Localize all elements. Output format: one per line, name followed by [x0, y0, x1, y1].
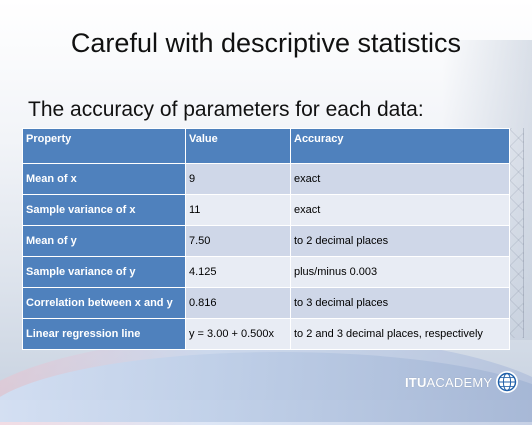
cell-accuracy: to 3 decimal places — [290, 287, 510, 319]
table-row: Sample variance of y 4.125 plus/minus 0.… — [22, 256, 510, 288]
cell-property: Correlation between x and y — [22, 287, 186, 319]
cell-value: 9 — [185, 163, 291, 195]
cell-accuracy: to 2 and 3 decimal places, respectively — [290, 318, 510, 350]
slide-subtitle: The accuracy of parameters for each data… — [28, 98, 424, 121]
cell-property: Mean of y — [22, 225, 186, 257]
itu-academy-logo: ITUACADEMY — [405, 370, 519, 394]
logo-text: ITUACADEMY — [405, 375, 492, 390]
cell-accuracy: plus/minus 0.003 — [290, 256, 510, 288]
cell-value: y = 3.00 + 0.500x — [185, 318, 291, 350]
header-property: Property — [22, 128, 186, 164]
cell-value: 11 — [185, 194, 291, 226]
cell-accuracy: exact — [290, 163, 510, 195]
itu-globe-icon — [496, 371, 519, 393]
table-header-row: Property Value Accuracy — [22, 128, 510, 164]
header-value: Value — [185, 128, 291, 164]
logo-text-rest: ACADEMY — [426, 374, 493, 390]
cell-property: Mean of x — [22, 163, 186, 195]
table-row: Mean of y 7.50 to 2 decimal places — [22, 225, 510, 257]
table-row: Mean of x 9 exact — [22, 163, 510, 195]
cell-property: Sample variance of x — [22, 194, 186, 226]
table-row: Linear regression line y = 3.00 + 0.500x… — [22, 318, 510, 350]
cell-property: Linear regression line — [22, 318, 186, 350]
header-accuracy: Accuracy — [290, 128, 510, 164]
slide: Careful with descriptive statistics The … — [0, 28, 532, 425]
slide-title: Careful with descriptive statistics — [70, 28, 462, 58]
cell-property: Sample variance of y — [22, 256, 186, 288]
cell-value: 7.50 — [185, 225, 291, 257]
table-row: Correlation between x and y 0.816 to 3 d… — [22, 287, 510, 319]
cell-value: 0.816 — [185, 287, 291, 319]
cell-value: 4.125 — [185, 256, 291, 288]
table-row: Sample variance of x 11 exact — [22, 194, 510, 226]
cell-accuracy: to 2 decimal places — [290, 225, 510, 257]
statistics-table: Property Value Accuracy Mean of x 9 exac… — [22, 128, 510, 350]
cell-accuracy: exact — [290, 194, 510, 226]
logo-text-bold: ITU — [405, 374, 427, 390]
